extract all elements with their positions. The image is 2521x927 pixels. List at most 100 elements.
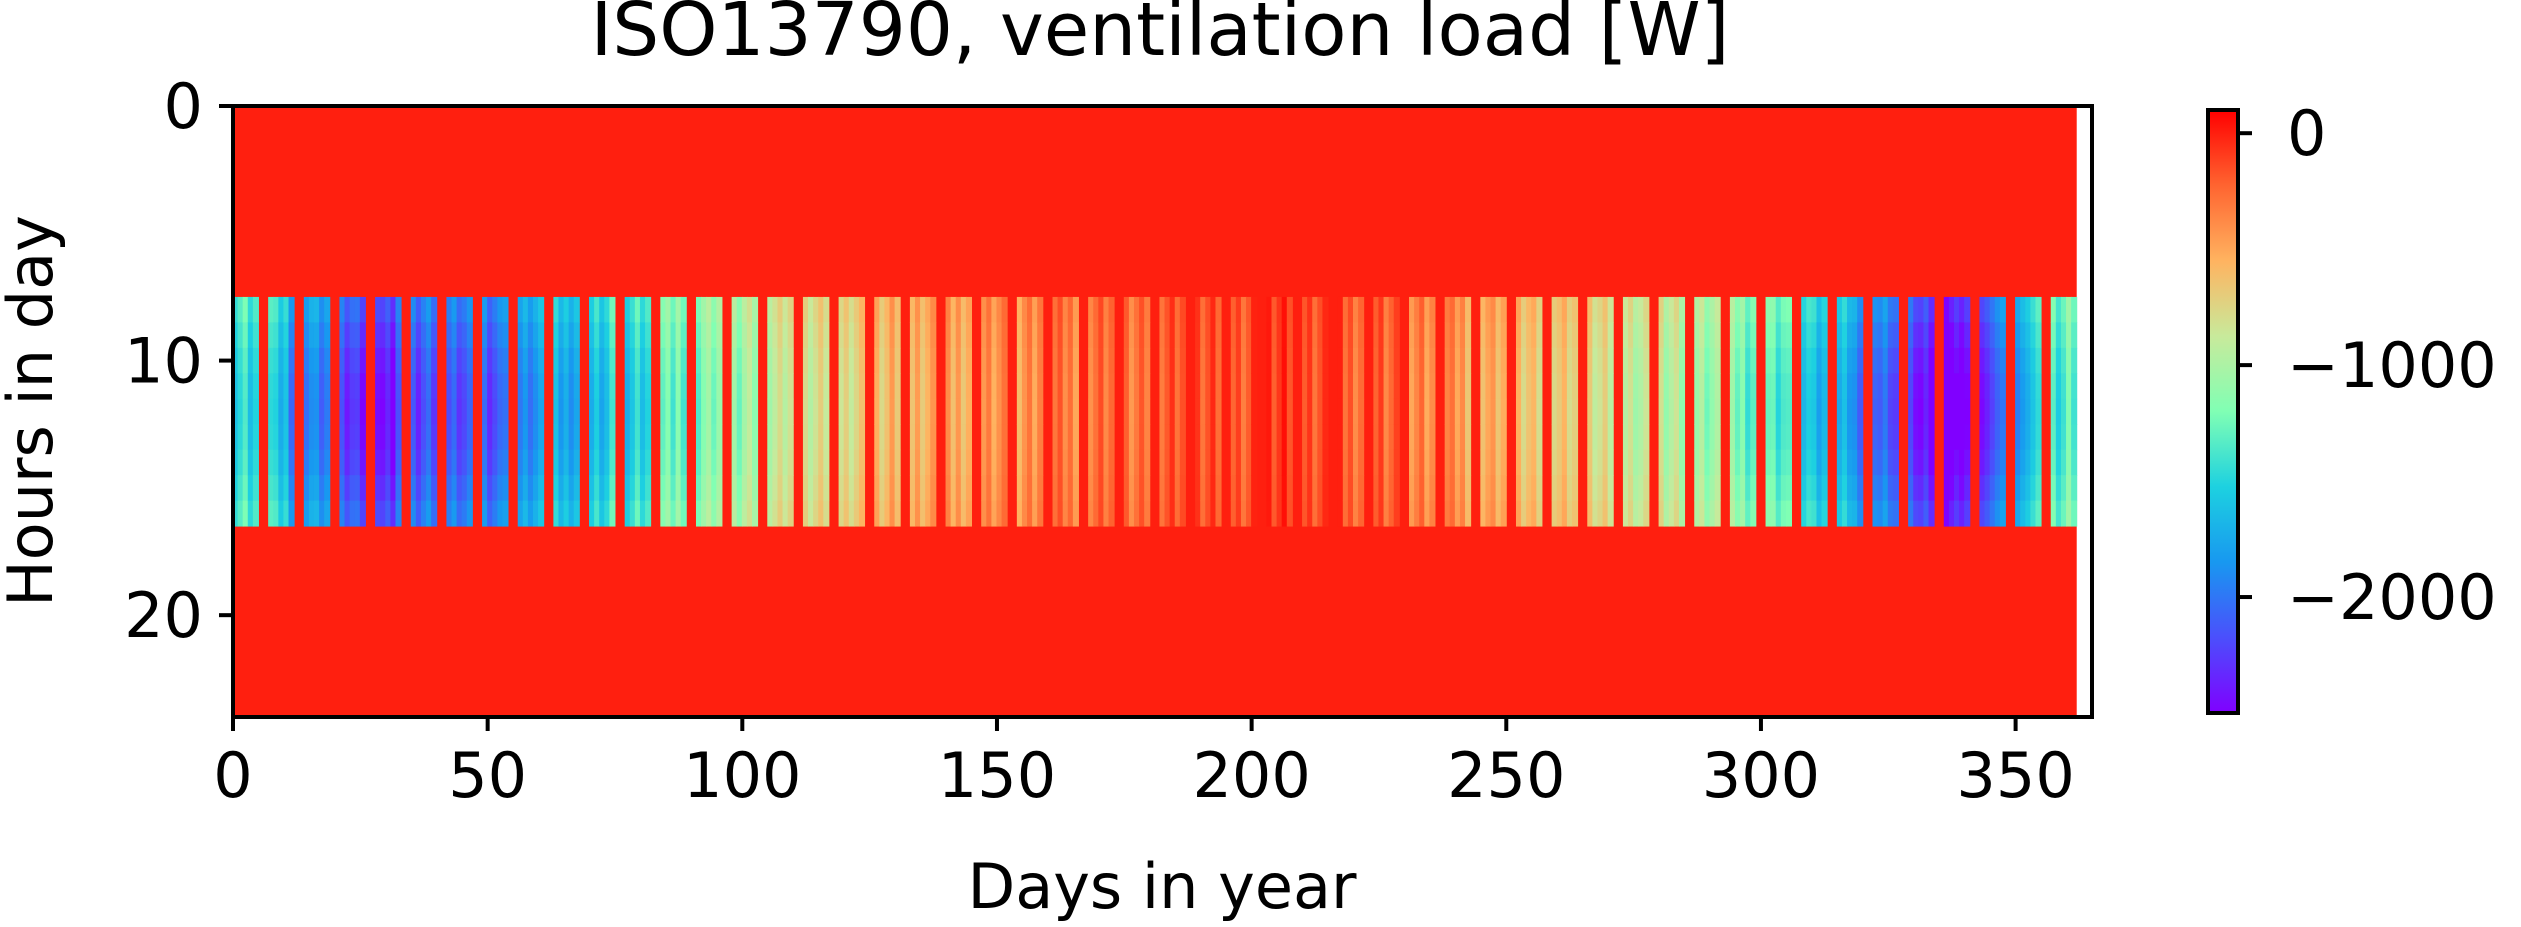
heatmap-cell <box>1016 500 1023 527</box>
heatmap-cell <box>1088 449 1095 476</box>
heatmap-cell <box>1037 347 1044 374</box>
heatmap-cell <box>1928 424 1935 451</box>
heatmap-cell <box>589 398 596 425</box>
heatmap-cell <box>1347 322 1354 349</box>
heatmap-cell <box>1414 347 1421 374</box>
heatmap-cell <box>247 424 254 451</box>
heatmap-cell <box>787 347 794 374</box>
heatmap-cell <box>349 322 356 349</box>
heatmap-cell <box>1271 500 1278 527</box>
heatmap-cell <box>965 373 973 400</box>
heatmap-cell <box>1271 424 1278 451</box>
heatmap-cell <box>1128 475 1135 502</box>
heatmap-cell <box>670 500 677 527</box>
heatmap-cell <box>308 296 315 323</box>
heatmap-cell <box>701 373 708 400</box>
heatmap-cell <box>1633 475 1640 502</box>
heatmap-cell <box>1210 373 1217 400</box>
heatmap-cell <box>1852 424 1859 451</box>
heatmap-cell <box>431 424 438 451</box>
heatmap-cell <box>1658 398 1665 425</box>
heatmap-cell <box>1067 500 1074 527</box>
heatmap-cell <box>2050 424 2057 451</box>
heatmap-cell <box>1027 475 1034 502</box>
heatmap-cell <box>2055 424 2062 451</box>
heatmap-cell <box>1378 424 1385 451</box>
heatmap-cell <box>955 424 962 451</box>
heatmap-cell <box>308 373 315 400</box>
heatmap-cell <box>242 398 249 425</box>
heatmap-cell <box>1571 475 1579 502</box>
heatmap-cell <box>1108 322 1115 349</box>
heatmap-cell <box>319 373 326 400</box>
heatmap-cell <box>1449 296 1456 323</box>
heatmap-cell <box>339 500 346 527</box>
heatmap-cell <box>965 398 973 425</box>
heatmap-cell <box>1765 373 1772 400</box>
heatmap-cell <box>1536 373 1543 400</box>
heatmap-background-cell <box>233 106 2078 717</box>
heatmap-cell <box>1714 373 1721 400</box>
heatmap-cell <box>629 449 636 476</box>
heatmap-cell <box>1964 398 1971 425</box>
heatmap-cell <box>2035 398 2042 425</box>
heatmap-cell <box>1072 347 1079 374</box>
heatmap-cell <box>1373 373 1380 400</box>
heatmap-cell <box>1174 424 1181 451</box>
heatmap-cell <box>1490 296 1497 323</box>
heatmap-cell <box>802 347 810 374</box>
heatmap-cell <box>1943 424 1950 451</box>
heatmap-cell <box>1388 296 1395 323</box>
heatmap-cell <box>1852 398 1859 425</box>
heatmap-cell <box>1531 424 1538 451</box>
colorbar <box>2206 108 2240 715</box>
heatmap-cell <box>1139 322 1146 349</box>
heatmap-cell <box>1943 500 1950 527</box>
heatmap-cell <box>522 296 529 323</box>
heatmap-cell <box>1159 424 1166 451</box>
heatmap-cell <box>1887 373 1894 400</box>
heatmap-cell <box>1246 398 1253 425</box>
heatmap-cell <box>1587 373 1594 400</box>
heatmap-cell <box>252 475 259 502</box>
heatmap-cell <box>1663 500 1670 527</box>
heatmap-cell <box>1123 347 1130 374</box>
heatmap-cell <box>1373 449 1380 476</box>
heatmap-cell <box>2035 347 2042 374</box>
heatmap-cell <box>1459 424 1467 451</box>
heatmap-cell <box>1994 322 2001 349</box>
heatmap-cell <box>813 322 820 349</box>
heatmap-cell <box>1393 398 1400 425</box>
heatmap-cell <box>1093 424 1100 451</box>
heatmap-cell <box>1602 500 1609 527</box>
heatmap-cell <box>1266 322 1273 349</box>
heatmap-cell <box>273 373 280 400</box>
heatmap-cell <box>706 373 713 400</box>
heatmap-cell <box>874 424 881 451</box>
heatmap-cell <box>1490 347 1497 374</box>
heatmap-cell <box>1622 347 1630 374</box>
heatmap-cell <box>1785 322 1793 349</box>
heatmap-cell <box>1342 322 1349 349</box>
heatmap-cell <box>1734 398 1742 425</box>
heatmap-cell <box>1139 500 1146 527</box>
heatmap-cell <box>1979 347 1986 374</box>
heatmap-cell <box>1841 449 1849 476</box>
heatmap-cell <box>1062 449 1069 476</box>
heatmap-cell <box>1673 398 1680 425</box>
heatmap-cell <box>665 475 672 502</box>
heatmap-cell <box>247 449 254 476</box>
heatmap-cell <box>359 398 366 425</box>
heatmap-cell <box>278 347 285 374</box>
heatmap-cell <box>568 500 575 527</box>
heatmap-cell <box>1021 398 1029 425</box>
heatmap-cell <box>853 373 860 400</box>
heatmap-cell <box>2071 373 2078 400</box>
heatmap-cell <box>741 296 748 323</box>
heatmap-cell <box>1765 347 1772 374</box>
x-axis-label: Days in year <box>968 850 1357 923</box>
heatmap-cell <box>1806 500 1813 527</box>
heatmap-cell <box>1266 500 1273 527</box>
heatmap-cell <box>731 475 738 502</box>
heatmap-cell <box>339 373 346 400</box>
